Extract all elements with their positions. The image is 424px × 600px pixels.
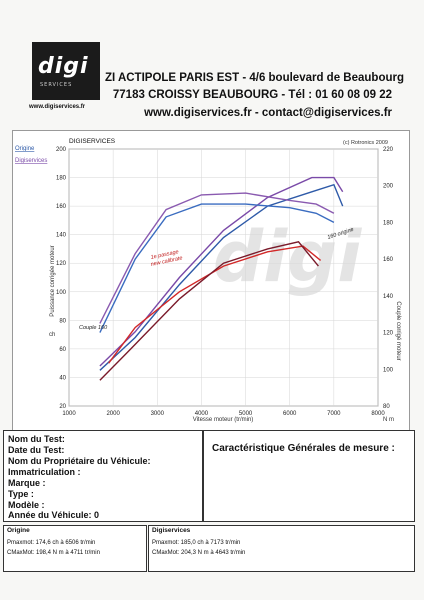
digi-logo: digi SERVICES: [32, 42, 100, 100]
y-left-tick-label: 60: [59, 347, 66, 353]
test-name-label: Nom du Test:: [8, 434, 65, 444]
origine-pmax: Pmaxmot: 174,6 ch à 6506 tr/min: [7, 540, 96, 546]
unit-left: ch: [49, 332, 55, 338]
address-line-1: ZI ACTIPOLE PARIS EST - 4/6 boulevard de…: [104, 72, 404, 84]
logo-url: www.digiservices.fr: [29, 104, 86, 110]
y-left-axis-label: Puissance corrigée moteur: [50, 245, 56, 316]
series-line-5: [108, 245, 322, 364]
dyno-chart: digi 1000 2000 3000 4000 5000 6000 7000 8000 20 40…: [12, 130, 410, 432]
model-label: Modèle :: [8, 500, 45, 510]
y-right-tick-label: 220: [383, 147, 394, 153]
series-line-6: [99, 241, 319, 381]
vehicle-info-box: Nom du Test: Date du Test: Nom du Propri…: [3, 430, 203, 522]
series-line-2: [99, 176, 344, 367]
y-left-tick-label: 140: [56, 233, 67, 239]
measure-title: Caractéristique Générales de mesure :: [212, 443, 395, 454]
series-line-3: [99, 203, 335, 333]
type-label: Type :: [8, 489, 34, 499]
y-right-tick-label: 180: [383, 220, 394, 226]
copyright-label: (c) Rotronics 2009: [343, 140, 388, 146]
year-label: Année du Véhicule: 0: [8, 510, 100, 520]
watermark-text: digi: [213, 216, 362, 298]
y-left-tick-label: 40: [59, 375, 66, 381]
digi-pmax: Pmaxmot: 185,0 ch à 7173 tr/min: [152, 540, 241, 546]
digi-title: Digiservices: [152, 527, 191, 534]
y-left-tick-label: 100: [56, 290, 67, 296]
x-tick-label: 1000: [62, 411, 76, 417]
y-left-tick-label: 120: [56, 261, 67, 267]
y-left-tick-label: 180: [56, 176, 67, 182]
legend-origine: Origine: [15, 146, 35, 152]
owner-label: Nom du Propriétaire du Véhicule:: [8, 456, 151, 466]
company-label: DIGISERVICES: [69, 138, 116, 145]
annotation-new-calibrate-1: 1e passage: [150, 249, 179, 261]
unit-right: N m: [383, 417, 394, 423]
y-right-tick-label: 160: [383, 257, 394, 263]
y-left-tick-label: 80: [59, 318, 66, 324]
y-right-tick-label: 80: [383, 404, 390, 410]
y-right-tick-label: 120: [383, 331, 394, 337]
x-axis-label: Vitesse moteur (tr/min): [193, 417, 254, 423]
contact-line: www.digiservices.fr - contact@digiservic…: [144, 107, 392, 119]
x-tick-label: 2000: [106, 411, 120, 417]
y-right-tick-label: 140: [383, 294, 394, 300]
y-right-axis-label: Couple corrigé moteur: [395, 301, 401, 360]
x-tick-label: 5000: [239, 411, 253, 417]
x-tick-label: 4000: [195, 411, 209, 417]
x-tick-label: 8000: [371, 411, 385, 417]
annotation-couple: Couple 160: [79, 325, 108, 331]
legend-digiservices: Digiservices: [15, 158, 47, 164]
digi-cmax: CMaxMot: 204,3 N m à 4643 tr/min: [152, 550, 246, 556]
y-left-tick-label: 200: [56, 147, 67, 153]
x-tick-label: 6000: [283, 411, 297, 417]
origine-result-box: Origine Pmaxmot: 174,6 ch à 6506 tr/min …: [3, 525, 147, 572]
series-line-1: [99, 183, 344, 371]
y-right-tick-label: 200: [383, 184, 394, 190]
origine-title: Origine: [7, 527, 30, 534]
address-line-2: 77183 CROISSY BEAUBOURG - Tél : 01 60 08…: [112, 89, 392, 101]
logo-text: digi: [38, 54, 89, 79]
measure-box: Caractéristique Générales de mesure :: [203, 430, 415, 522]
series-line-4: [99, 192, 335, 324]
logo-sub: SERVICES: [40, 82, 73, 88]
y-left-tick-label: 160: [56, 204, 67, 210]
digi-result-box: Digiservices Pmaxmot: 185,0 ch à 7173 tr…: [148, 525, 415, 572]
y-right-tick-label: 100: [383, 367, 394, 373]
y-left-tick-label: 20: [59, 404, 66, 410]
dyno-chart-svg: digi 1000 2000 3000 4000 5000 6000 7000 8000 20 40…: [15, 138, 401, 423]
x-tick-label: 3000: [151, 411, 165, 417]
origine-cmax: CMaxMot: 198,4 N m à 4711 tr/min: [7, 550, 100, 556]
plot-area: [68, 148, 379, 407]
brand-label: Marque :: [8, 478, 46, 488]
test-date-label: Date du Test:: [8, 445, 65, 455]
x-tick-label: 7000: [327, 411, 341, 417]
registration-label: Immatriculation :: [8, 467, 81, 477]
